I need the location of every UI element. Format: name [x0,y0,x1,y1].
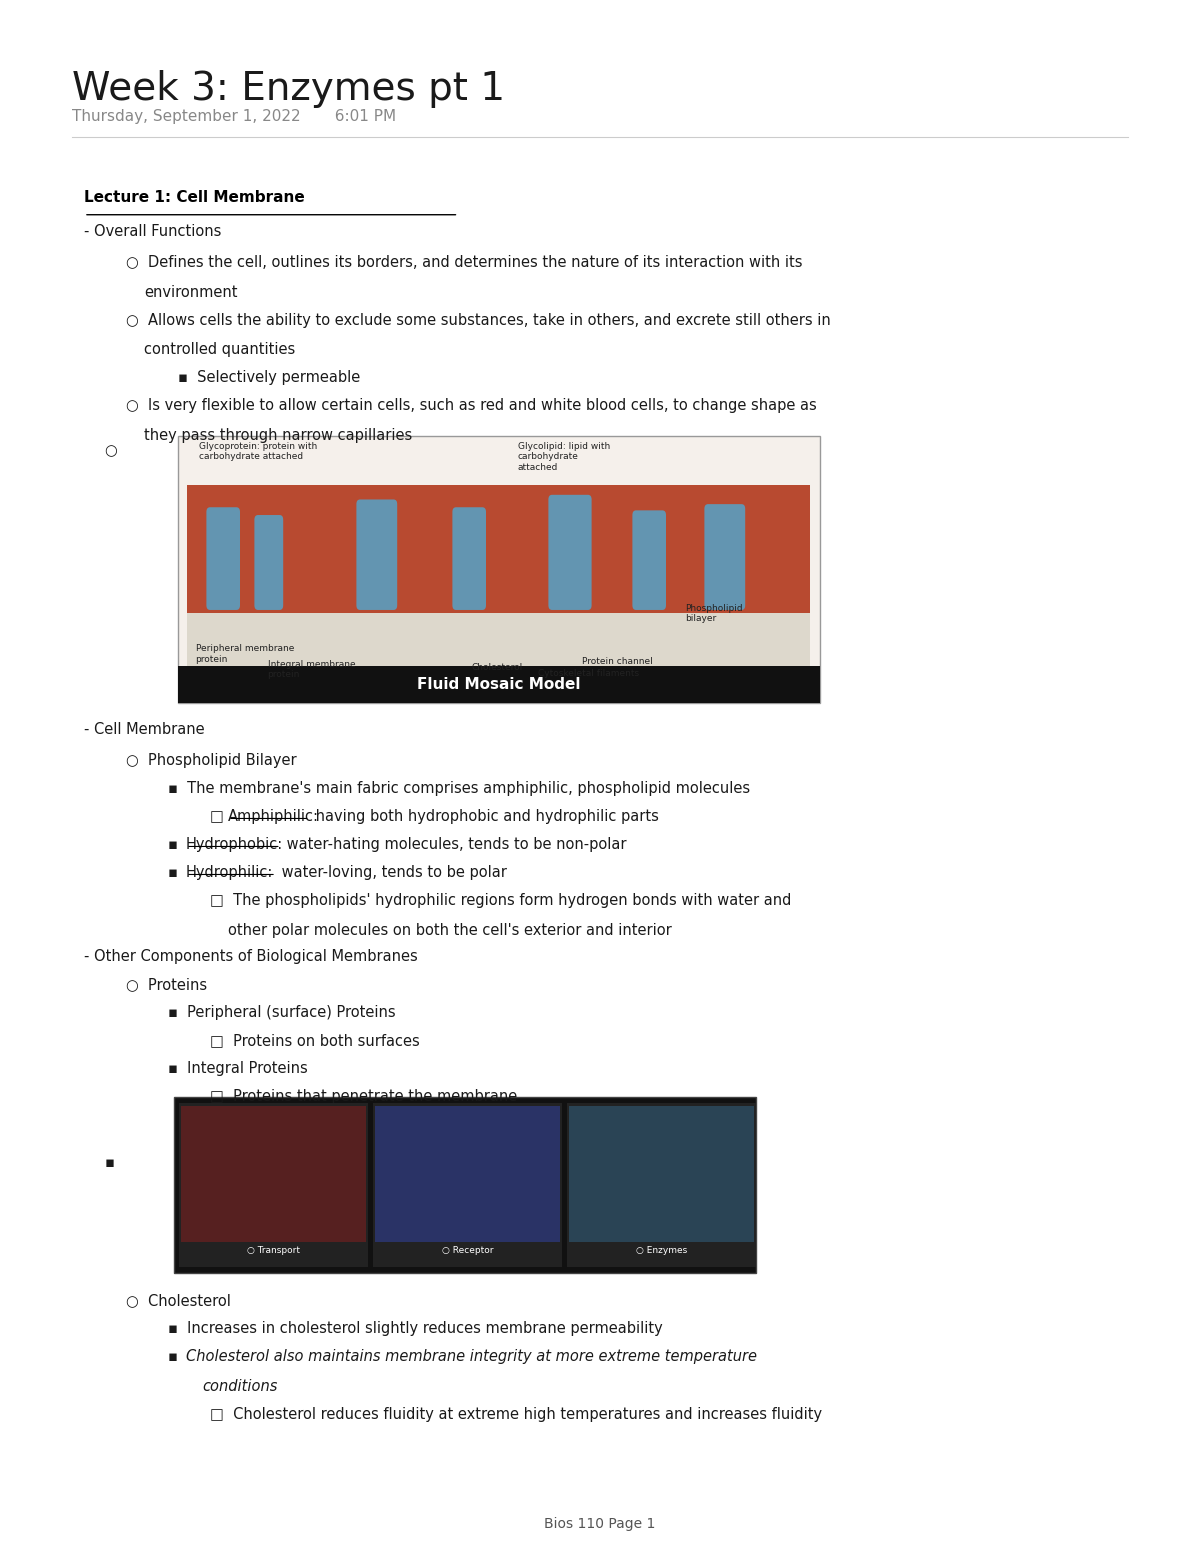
FancyBboxPatch shape [632,510,666,610]
Text: ○  Phospholipid Bilayer: ○ Phospholipid Bilayer [126,753,296,769]
FancyBboxPatch shape [548,495,592,610]
Text: water-hating molecules, tends to be non-polar: water-hating molecules, tends to be non-… [282,837,626,853]
FancyBboxPatch shape [566,1103,756,1267]
Text: Hydrophobic:: Hydrophobic: [186,837,283,853]
Text: Cytoskeletal filaments: Cytoskeletal filaments [538,669,638,678]
Text: Amphiphilic:: Amphiphilic: [228,809,319,825]
FancyBboxPatch shape [187,613,810,666]
Text: - Cell Membrane: - Cell Membrane [84,722,205,738]
Text: ▪: ▪ [104,1155,114,1170]
Text: Phospholipid
bilayer: Phospholipid bilayer [685,604,743,622]
Text: environment: environment [144,285,238,300]
FancyBboxPatch shape [187,485,810,613]
Text: Protein channel: Protein channel [582,657,653,666]
Text: ○ Transport: ○ Transport [247,1246,300,1256]
FancyBboxPatch shape [174,1097,756,1273]
FancyBboxPatch shape [178,666,820,703]
Text: other polar molecules on both the cell's exterior and interior: other polar molecules on both the cell's… [228,923,672,938]
FancyBboxPatch shape [356,499,397,610]
Text: ○  Defines the cell, outlines its borders, and determines the nature of its inte: ○ Defines the cell, outlines its borders… [126,255,803,271]
Text: Integral membrane
protein: Integral membrane protein [268,660,355,678]
Text: ○  Proteins: ○ Proteins [126,977,208,993]
Text: ▪: ▪ [168,1349,187,1365]
Text: ▪  The membrane's main fabric comprises amphiphilic, phospholipid molecules: ▪ The membrane's main fabric comprises a… [168,781,750,797]
Text: Glycolipid: lipid with
carbohydrate
attached: Glycolipid: lipid with carbohydrate atta… [518,442,610,471]
FancyBboxPatch shape [179,1103,368,1267]
FancyBboxPatch shape [704,504,745,610]
FancyBboxPatch shape [373,1103,562,1267]
FancyBboxPatch shape [376,1106,559,1242]
Text: ▪  Peripheral (surface) Proteins: ▪ Peripheral (surface) Proteins [168,1005,396,1021]
Text: conditions: conditions [203,1379,278,1394]
Text: ○  Is very flexible to allow certain cells, such as red and white blood cells, t: ○ Is very flexible to allow certain cell… [126,398,817,414]
Text: having both hydrophobic and hydrophilic parts: having both hydrophobic and hydrophilic … [311,809,659,825]
Text: ○ Receptor: ○ Receptor [442,1246,493,1256]
FancyBboxPatch shape [452,507,486,610]
Text: ▪  Increases in cholesterol slightly reduces membrane permeability: ▪ Increases in cholesterol slightly redu… [168,1321,662,1337]
Text: Lecture 1: Cell Membrane: Lecture 1: Cell Membrane [84,190,305,205]
Text: Cholesterol also maintains membrane integrity at more extreme temperature: Cholesterol also maintains membrane inte… [186,1349,757,1365]
Text: ▪  Integral Proteins: ▪ Integral Proteins [168,1061,307,1077]
Text: Cholesterol: Cholesterol [472,663,523,672]
Text: □  The phospholipids' hydrophilic regions form hydrogen bonds with water and: □ The phospholipids' hydrophilic regions… [210,893,791,909]
Text: Week 3: Enzymes pt 1: Week 3: Enzymes pt 1 [72,70,505,107]
Text: ○  Cholesterol: ○ Cholesterol [126,1293,230,1309]
FancyBboxPatch shape [254,515,283,610]
Text: Thursday, September 1, 2022       6:01 PM: Thursday, September 1, 2022 6:01 PM [72,109,396,124]
Text: ▪: ▪ [168,837,187,853]
Text: ○: ○ [104,443,118,459]
Text: ▪: ▪ [168,865,187,881]
Text: - Overall Functions: - Overall Functions [84,224,221,240]
FancyBboxPatch shape [206,507,240,610]
Text: Hydrophilic:: Hydrophilic: [186,865,274,881]
FancyBboxPatch shape [181,1106,366,1242]
Text: ○  Allows cells the ability to exclude some substances, take in others, and excr: ○ Allows cells the ability to exclude so… [126,313,830,328]
Text: Glycoprotein: protein with
carbohydrate attached: Glycoprotein: protein with carbohydrate … [199,442,318,461]
Text: □  Proteins on both surfaces: □ Proteins on both surfaces [210,1033,420,1049]
Text: □  Proteins that penetrate the membrane: □ Proteins that penetrate the membrane [210,1089,517,1105]
Text: Peripheral membrane
protein: Peripheral membrane protein [196,644,294,663]
Text: □  Cholesterol reduces fluidity at extreme high temperatures and increases fluid: □ Cholesterol reduces fluidity at extrem… [210,1407,822,1422]
FancyBboxPatch shape [569,1106,754,1242]
Text: Fluid Mosaic Model: Fluid Mosaic Model [416,677,581,692]
Text: ▪  Selectively permeable: ▪ Selectively permeable [178,370,360,386]
Text: controlled quantities: controlled quantities [144,342,295,358]
Text: water-loving, tends to be polar: water-loving, tends to be polar [277,865,508,881]
Text: - Other Components of Biological Membranes: - Other Components of Biological Membran… [84,949,418,965]
Text: Bios 110 Page 1: Bios 110 Page 1 [545,1517,655,1531]
Text: ○ Enzymes: ○ Enzymes [636,1246,688,1256]
FancyBboxPatch shape [178,436,820,703]
Text: □: □ [210,809,233,825]
Text: they pass through narrow capillaries: they pass through narrow capillaries [144,428,413,443]
